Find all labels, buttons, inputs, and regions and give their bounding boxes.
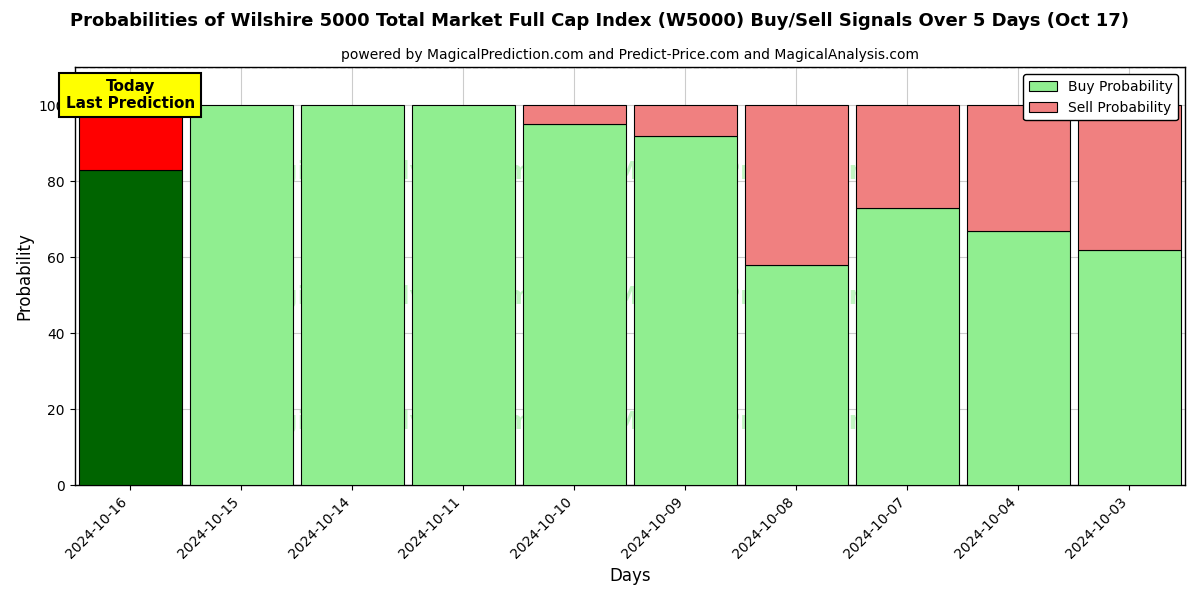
Text: com: com xyxy=(1078,285,1136,309)
Bar xyxy=(856,208,959,485)
Text: MagicalPrediction.com: MagicalPrediction.com xyxy=(613,410,935,434)
Bar xyxy=(967,106,1070,230)
Bar xyxy=(745,106,848,265)
Title: powered by MagicalPrediction.com and Predict-Price.com and MagicalAnalysis.com: powered by MagicalPrediction.com and Pre… xyxy=(341,48,919,62)
Bar xyxy=(1078,106,1181,250)
Text: MagicalAnalysis.com: MagicalAnalysis.com xyxy=(239,410,533,434)
X-axis label: Days: Days xyxy=(610,567,650,585)
Bar xyxy=(412,106,515,485)
Bar xyxy=(1078,250,1181,485)
Bar xyxy=(634,106,737,136)
Text: MagicalPrediction.com: MagicalPrediction.com xyxy=(613,160,935,184)
Text: Probabilities of Wilshire 5000 Total Market Full Cap Index (W5000) Buy/Sell Sign: Probabilities of Wilshire 5000 Total Mar… xyxy=(71,12,1129,30)
Y-axis label: Probability: Probability xyxy=(16,232,34,320)
Bar xyxy=(745,265,848,485)
Text: Today
Last Prediction: Today Last Prediction xyxy=(66,79,194,111)
Bar xyxy=(301,106,404,485)
Text: com: com xyxy=(1078,410,1136,434)
Bar xyxy=(856,106,959,208)
Bar xyxy=(78,170,182,485)
Bar xyxy=(523,124,626,485)
Bar xyxy=(634,136,737,485)
Bar xyxy=(78,106,182,170)
Bar xyxy=(190,106,293,485)
Text: com: com xyxy=(1078,160,1136,184)
Bar xyxy=(967,230,1070,485)
Text: MagicalPrediction.com: MagicalPrediction.com xyxy=(613,285,935,309)
Text: MagicalAnalysis.com: MagicalAnalysis.com xyxy=(239,285,533,309)
Text: MagicalAnalysis.com: MagicalAnalysis.com xyxy=(239,160,533,184)
Legend: Buy Probability, Sell Probability: Buy Probability, Sell Probability xyxy=(1024,74,1178,121)
Bar xyxy=(523,106,626,124)
